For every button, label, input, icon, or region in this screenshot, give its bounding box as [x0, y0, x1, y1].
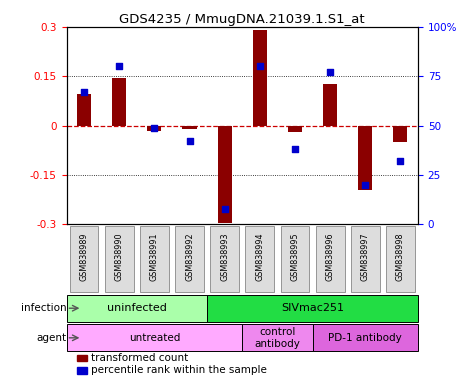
FancyBboxPatch shape	[175, 226, 204, 292]
Point	[397, 158, 404, 164]
Point	[326, 69, 334, 75]
FancyBboxPatch shape	[242, 324, 313, 351]
Bar	[112, 78, 126, 126]
Bar	[147, 126, 162, 131]
Bar	[77, 367, 87, 374]
Text: GSM838992: GSM838992	[185, 233, 194, 281]
FancyBboxPatch shape	[70, 226, 98, 292]
FancyBboxPatch shape	[140, 226, 169, 292]
FancyBboxPatch shape	[313, 324, 418, 351]
FancyBboxPatch shape	[351, 226, 380, 292]
Text: GSM838998: GSM838998	[396, 233, 405, 281]
FancyBboxPatch shape	[281, 226, 309, 292]
Bar	[288, 126, 302, 132]
Text: GSM838994: GSM838994	[256, 233, 264, 281]
FancyBboxPatch shape	[105, 226, 133, 292]
Text: infection: infection	[21, 303, 66, 313]
Bar	[218, 126, 232, 223]
Bar	[77, 94, 91, 126]
Point	[80, 89, 88, 95]
FancyBboxPatch shape	[316, 226, 344, 292]
FancyBboxPatch shape	[386, 226, 415, 292]
Bar	[393, 126, 408, 142]
Text: percentile rank within the sample: percentile rank within the sample	[91, 366, 267, 376]
Text: uninfected: uninfected	[107, 303, 167, 313]
Text: GSM838993: GSM838993	[220, 233, 229, 281]
Text: agent: agent	[37, 333, 67, 343]
Point	[221, 205, 228, 212]
Text: PD-1 antibody: PD-1 antibody	[328, 333, 402, 343]
Point	[291, 146, 299, 152]
Point	[361, 182, 369, 188]
Point	[115, 63, 123, 70]
Point	[151, 124, 158, 131]
Bar	[77, 355, 87, 361]
Text: GSM838997: GSM838997	[361, 233, 370, 281]
Bar	[182, 126, 197, 129]
FancyBboxPatch shape	[66, 295, 207, 322]
FancyBboxPatch shape	[66, 324, 242, 351]
Text: transformed count: transformed count	[91, 353, 189, 363]
Text: GSM838989: GSM838989	[80, 233, 88, 281]
FancyBboxPatch shape	[207, 295, 418, 322]
Text: GSM838990: GSM838990	[115, 233, 124, 281]
Text: GSM838996: GSM838996	[326, 233, 334, 281]
Text: GSM838995: GSM838995	[291, 233, 299, 281]
Text: SIVmac251: SIVmac251	[281, 303, 344, 313]
Text: control
antibody: control antibody	[255, 327, 300, 349]
Bar	[358, 126, 372, 190]
Bar	[253, 30, 267, 126]
Point	[256, 63, 264, 70]
Bar	[323, 84, 337, 126]
FancyBboxPatch shape	[246, 226, 274, 292]
Text: untreated: untreated	[129, 333, 180, 343]
Title: GDS4235 / MmugDNA.21039.1.S1_at: GDS4235 / MmugDNA.21039.1.S1_at	[119, 13, 365, 26]
Text: GSM838991: GSM838991	[150, 233, 159, 281]
Point	[186, 138, 193, 144]
FancyBboxPatch shape	[210, 226, 239, 292]
